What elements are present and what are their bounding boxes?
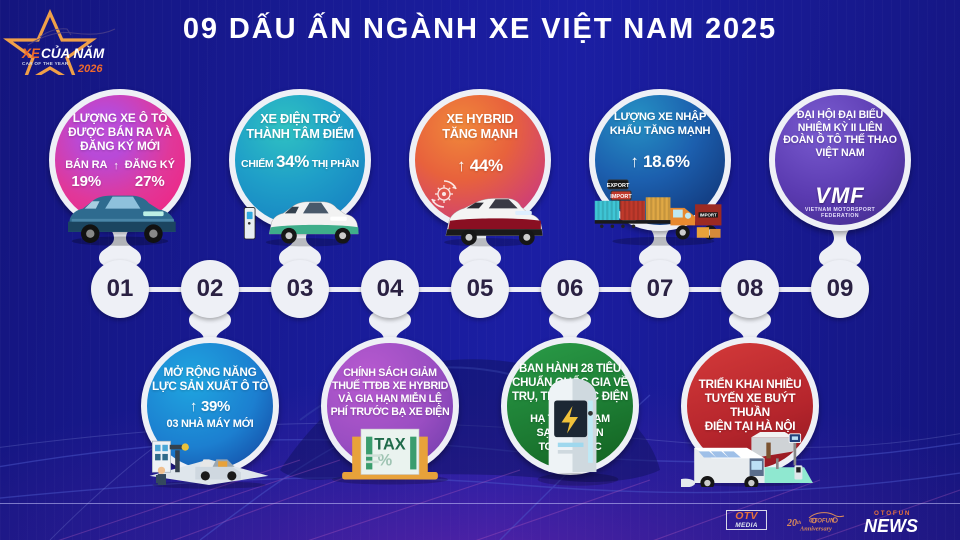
svg-text:2026: 2026	[77, 63, 103, 75]
svg-text:IMPORT: IMPORT	[700, 213, 717, 218]
svg-text:NEWS: NEWS	[864, 516, 918, 533]
svg-text:EXPORT: EXPORT	[607, 183, 630, 189]
svg-text:TAX: TAX	[374, 436, 406, 454]
svg-text:Anniversary: Anniversary	[799, 526, 832, 533]
svg-text:CAR OF THE YEAR: CAR OF THE YEAR	[22, 61, 69, 66]
svg-text:XE: XE	[21, 46, 41, 61]
svg-text:CỦA NĂM: CỦA NĂM	[41, 46, 105, 61]
svg-text:OTOFUN: OTOFUN	[809, 519, 835, 525]
